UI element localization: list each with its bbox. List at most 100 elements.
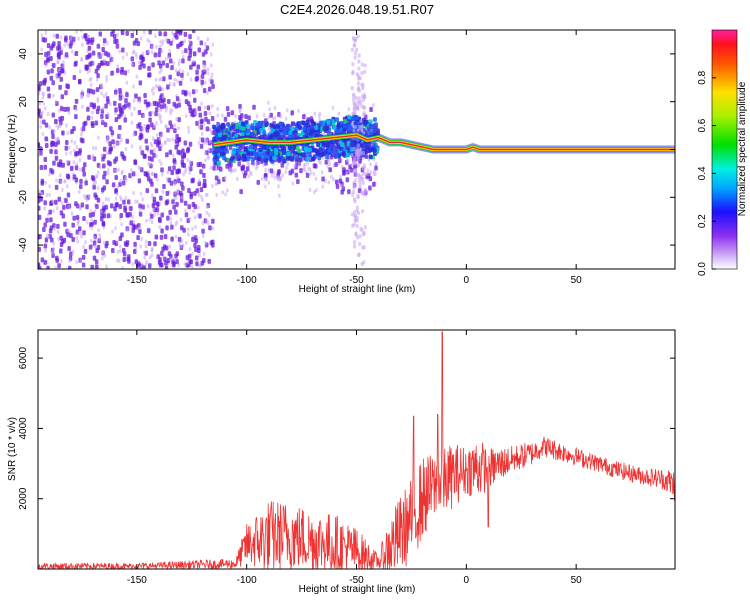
spectrogram-cell <box>55 206 59 211</box>
spectrogram-cell <box>119 212 124 218</box>
spectrogram-cell <box>130 168 133 173</box>
spectrogram-cell <box>160 228 164 234</box>
spectrogram-cell <box>48 125 51 130</box>
spectrogram-cell <box>116 64 119 69</box>
spectrogram-cell <box>210 115 215 121</box>
spectrogram-cell <box>106 41 109 46</box>
spectrogram-cell <box>128 30 132 33</box>
spectrogram-cell <box>138 166 142 171</box>
spectrogram-cell <box>43 243 48 249</box>
spectrogram-cell <box>84 180 88 186</box>
spectrogram-cell <box>181 58 185 64</box>
spectrogram-cell <box>245 128 250 134</box>
spectrogram-cell <box>119 178 122 183</box>
spectrogram-cell <box>167 166 172 172</box>
spectrogram-cell <box>60 47 64 52</box>
spectrogram-cell <box>284 170 287 175</box>
x-tick-label: 0 <box>464 275 470 286</box>
spectrogram-cell <box>278 121 283 127</box>
spectrogram-cell <box>184 208 187 213</box>
spectrogram-cell <box>158 146 162 152</box>
spectrogram-cell <box>247 174 251 179</box>
spectrogram-cell <box>82 121 86 127</box>
spectrogram-cell <box>267 168 271 173</box>
spectrogram-cell <box>153 173 158 179</box>
spectrogram-cell <box>57 108 61 113</box>
spectrogram-cell <box>148 162 152 167</box>
spectrogram-cell <box>114 175 118 181</box>
spectrogram-cell <box>168 138 171 143</box>
spectrogram-cell <box>100 212 104 218</box>
spectrogram-cell <box>52 247 55 252</box>
spectrogram-cell <box>57 40 61 46</box>
spectrogram-cell <box>285 165 288 170</box>
spectrogram-cell <box>144 239 148 244</box>
spectrogram-cell <box>166 137 169 142</box>
spectrogram-cell <box>76 239 79 244</box>
spectrogram-cell <box>134 93 138 99</box>
chart-title: C2E4.2026.048.19.51.R07 <box>280 2 434 17</box>
spectrogram-cell <box>342 127 347 133</box>
spectrogram-cell <box>186 157 189 162</box>
spectrogram-cell <box>217 179 221 185</box>
spectrogram-cell <box>112 144 116 149</box>
spectrogram-cell <box>52 41 56 47</box>
spectrogram-cell <box>207 212 211 217</box>
spectrogram-cell <box>71 222 75 228</box>
spectrogram-cell <box>141 51 144 56</box>
spectrogram-cell <box>177 178 181 184</box>
spectrogram-cell <box>268 107 271 112</box>
spectrogram-cell <box>92 181 96 186</box>
spectrogram-cell <box>333 146 338 152</box>
spectrogram-cell <box>186 72 190 77</box>
spectrogram-cell <box>55 255 59 261</box>
spectrogram-cell <box>55 178 58 183</box>
spectrogram-cell <box>69 251 73 257</box>
spectrogram-cell <box>101 221 106 227</box>
spectrogram-cell <box>187 227 190 232</box>
spectrogram-cell <box>58 173 62 178</box>
spectrogram-cell <box>191 30 196 34</box>
y-tick-label: 40 <box>18 48 29 60</box>
spectrogram-cell <box>48 209 52 215</box>
spectrogram-cell <box>189 160 192 165</box>
spectrogram-cell <box>53 199 58 205</box>
spectrogram-cell <box>66 130 69 135</box>
spectrogram-cell <box>299 168 303 174</box>
spectrogram-cell <box>277 184 280 189</box>
spectrogram-cell <box>339 120 344 126</box>
spectrogram-cell <box>357 53 361 58</box>
spectrogram-cell <box>51 199 54 204</box>
spectrogram-cell <box>75 236 79 241</box>
spectrogram-cell <box>127 69 130 74</box>
spectrogram-cell <box>256 156 261 162</box>
spectrogram-cell <box>197 119 201 124</box>
spectrogram-cell <box>280 156 285 162</box>
spectrogram-cell <box>118 235 123 241</box>
spectrogram-cell <box>129 220 134 226</box>
spectrogram-cell <box>118 87 122 93</box>
spectrogram-cell <box>44 180 47 185</box>
spectrogram-cell <box>117 167 120 172</box>
spectrogram-cell <box>138 80 143 86</box>
spectrogram-cell <box>256 179 261 185</box>
spectrogram-cell <box>206 67 210 72</box>
spectrogram-cell <box>204 80 207 85</box>
spectrogram-cell <box>134 259 139 265</box>
spectrogram-cell <box>56 223 60 229</box>
spectrogram-cell <box>121 247 126 253</box>
spectrogram-cell <box>193 111 197 116</box>
spectrogram-cell <box>97 135 100 140</box>
spectrogram-cell <box>43 200 47 206</box>
spectrogram-cell <box>188 247 192 252</box>
spectrogram-cell <box>269 112 273 118</box>
spectrogram-cell <box>123 117 128 123</box>
spectrogram-cell <box>354 96 358 101</box>
spectrogram-cell <box>38 189 41 194</box>
spectrogram-cell <box>184 167 187 172</box>
spectrogram-cell <box>110 70 114 76</box>
spectrogram-cell <box>162 184 166 190</box>
spectrogram-cell <box>74 114 78 120</box>
spectrogram-cell <box>54 155 59 161</box>
spectrogram-cell <box>113 89 118 95</box>
